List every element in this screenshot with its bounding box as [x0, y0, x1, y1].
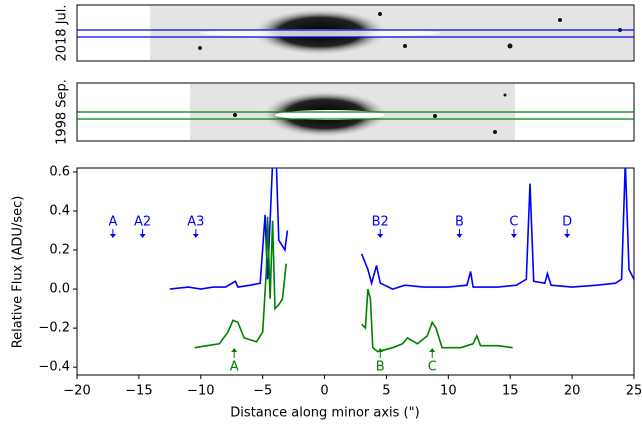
image-label: 1998 Sep. — [55, 79, 70, 145]
y-tick-label: 0.4 — [49, 203, 70, 218]
y-tick-label: −0.4 — [38, 360, 70, 375]
annotation: C — [509, 215, 518, 230]
y-tick-label: −0.2 — [38, 321, 70, 336]
annotation: D — [562, 215, 572, 230]
annotation: B2 — [372, 215, 389, 230]
y-tick-label: 0.0 — [49, 282, 70, 297]
arrow-head — [139, 234, 146, 238]
x-tick-label: −5 — [253, 384, 272, 399]
annotation: B — [376, 360, 385, 375]
annotation: A — [108, 215, 117, 230]
y-axis-label: Relative Flux (ADU/sec) — [11, 196, 26, 349]
x-tick-label: 10 — [440, 384, 457, 399]
annotation: A2 — [134, 215, 151, 230]
dust-lane — [200, 29, 440, 37]
series-line — [169, 168, 634, 290]
x-tick-label: 0 — [320, 384, 328, 399]
image-panels — [76, 4, 635, 142]
x-tick-label: −10 — [187, 384, 214, 399]
x-tick-label: 25 — [626, 384, 642, 399]
x-tick-label: 20 — [564, 384, 581, 399]
arrow-head — [377, 234, 384, 238]
annotation: B — [455, 215, 464, 230]
arrow-head — [231, 348, 238, 352]
x-tick-label: −20 — [63, 384, 90, 399]
arrow-head — [109, 234, 116, 238]
image-label: 2018 Jul. — [55, 4, 70, 61]
x-tick-label: −15 — [125, 384, 152, 399]
annotation: A — [230, 360, 239, 375]
arrow-head — [192, 234, 199, 238]
plot-frame — [76, 167, 635, 376]
y-tick-label: 0.6 — [49, 164, 70, 179]
plot-area — [169, 168, 634, 353]
x-tick-label: 5 — [382, 384, 390, 399]
annotation: A3 — [187, 215, 204, 230]
x-tick-label: 15 — [502, 384, 519, 399]
annotation: C — [428, 360, 437, 375]
arrow-head — [510, 234, 517, 238]
arrow-head — [456, 234, 463, 238]
x-axis-label: Distance along minor axis (") — [230, 406, 419, 421]
series-line — [194, 216, 513, 353]
arrow-head — [377, 348, 384, 352]
arrow-head — [564, 234, 571, 238]
arrow-head — [429, 348, 436, 352]
stars — [198, 12, 622, 134]
y-tick-label: 0.2 — [49, 243, 70, 258]
